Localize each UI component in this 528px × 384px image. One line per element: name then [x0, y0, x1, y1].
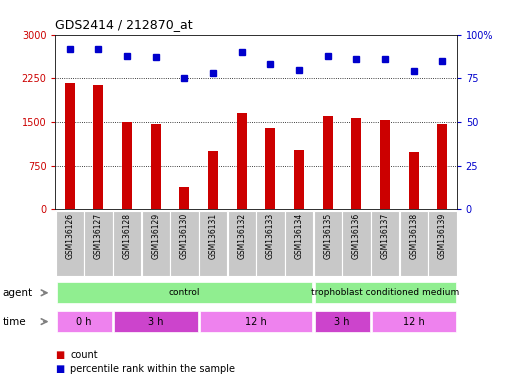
Text: GSM136133: GSM136133	[266, 213, 275, 260]
Bar	[315, 282, 456, 303]
Bar	[371, 211, 399, 276]
Bar	[294, 150, 304, 209]
Text: GSM136128: GSM136128	[122, 213, 131, 259]
Bar	[56, 282, 312, 303]
Bar	[315, 311, 370, 332]
Bar	[113, 211, 142, 276]
Bar	[323, 116, 333, 209]
Bar	[65, 83, 75, 209]
Text: control: control	[168, 288, 200, 297]
Text: 12 h: 12 h	[245, 316, 267, 327]
Text: count: count	[70, 350, 98, 360]
Bar	[208, 151, 218, 209]
Text: GSM136130: GSM136130	[180, 213, 189, 260]
Text: agent: agent	[3, 288, 33, 298]
Text: GSM136126: GSM136126	[65, 213, 74, 259]
Text: GDS2414 / 212870_at: GDS2414 / 212870_at	[55, 18, 193, 31]
Text: 3 h: 3 h	[334, 316, 350, 327]
Bar	[266, 128, 276, 209]
Text: GSM136129: GSM136129	[151, 213, 161, 259]
Bar	[400, 211, 428, 276]
Bar	[228, 211, 256, 276]
Text: time: time	[3, 316, 26, 327]
Bar	[199, 211, 227, 276]
Bar	[56, 311, 111, 332]
Bar	[372, 311, 456, 332]
Bar	[285, 211, 313, 276]
Text: 3 h: 3 h	[148, 316, 164, 327]
Text: GSM136134: GSM136134	[295, 213, 304, 260]
Text: GSM136131: GSM136131	[209, 213, 218, 259]
Bar	[114, 311, 197, 332]
Text: GSM136137: GSM136137	[381, 213, 390, 260]
Text: GSM136138: GSM136138	[409, 213, 418, 259]
Bar	[342, 211, 371, 276]
Bar	[170, 211, 199, 276]
Bar	[84, 211, 112, 276]
Bar	[200, 311, 312, 332]
Bar	[428, 211, 457, 276]
Bar	[142, 211, 170, 276]
Bar	[55, 211, 84, 276]
Bar	[437, 124, 447, 209]
Text: ■: ■	[55, 364, 65, 374]
Bar	[93, 84, 103, 209]
Text: ■: ■	[55, 350, 65, 360]
Text: trophoblast conditioned medium: trophoblast conditioned medium	[311, 288, 459, 297]
Bar	[180, 187, 190, 209]
Text: GSM136127: GSM136127	[94, 213, 103, 259]
Text: GSM136136: GSM136136	[352, 213, 361, 260]
Bar	[380, 119, 390, 209]
Bar	[256, 211, 285, 276]
Bar	[151, 124, 161, 209]
Text: GSM136139: GSM136139	[438, 213, 447, 260]
Bar	[122, 122, 132, 209]
Bar	[237, 113, 247, 209]
Text: 0 h: 0 h	[77, 316, 92, 327]
Bar	[409, 152, 419, 209]
Text: 12 h: 12 h	[403, 316, 425, 327]
Bar	[351, 118, 361, 209]
Text: GSM136135: GSM136135	[323, 213, 332, 260]
Text: GSM136132: GSM136132	[237, 213, 246, 259]
Text: percentile rank within the sample: percentile rank within the sample	[70, 364, 235, 374]
Bar	[314, 211, 342, 276]
